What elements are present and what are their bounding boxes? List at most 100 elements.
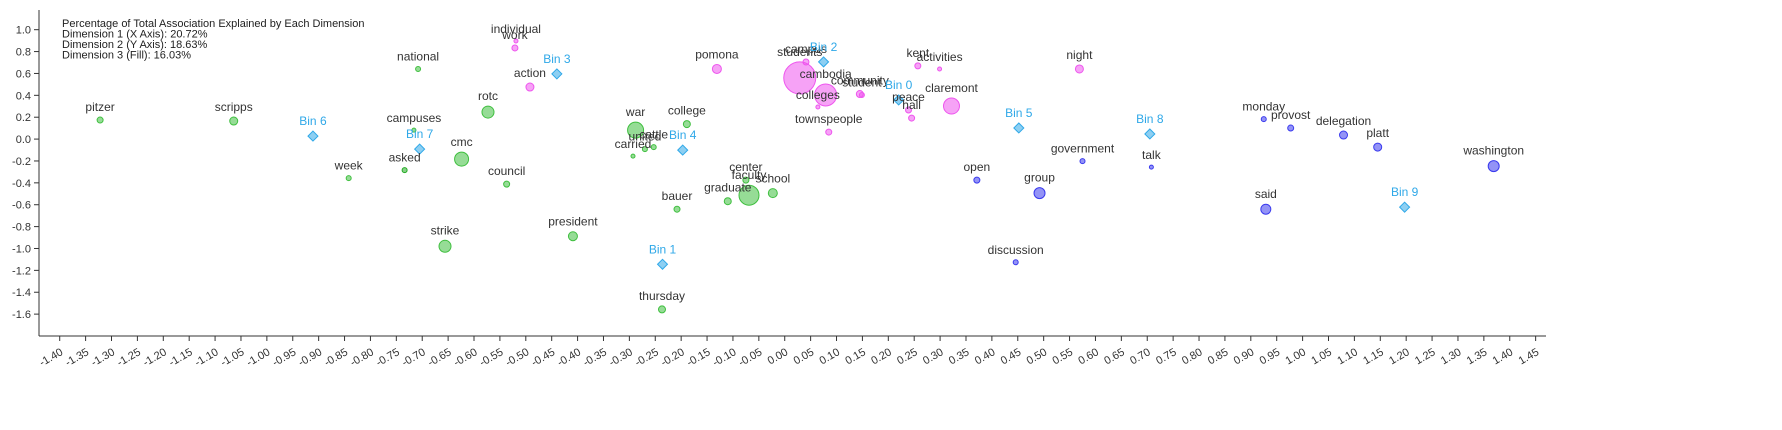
point-label: kent: [906, 46, 929, 60]
x-tick-label: -1.35: [63, 346, 91, 369]
point-label: discussion: [988, 243, 1044, 257]
bin-marker: [892, 94, 905, 106]
x-tick-label: -0.60: [452, 346, 480, 369]
point: [738, 184, 760, 206]
x-tick-label: -0.30: [607, 346, 635, 369]
x-tick-label: -1.15: [167, 346, 195, 369]
x-tick-label: -1.25: [115, 346, 143, 369]
point-label: Bin 8: [1136, 112, 1164, 126]
point-label: scripps: [215, 100, 253, 114]
point-label: asked: [389, 151, 421, 165]
bin-marker: [677, 144, 689, 156]
point-label: Bin 3: [543, 52, 571, 66]
point: [711, 63, 722, 74]
point: [783, 61, 817, 95]
x-tick-label: 1.45: [1517, 346, 1542, 367]
point: [415, 65, 422, 72]
point-label: bauer: [662, 189, 693, 203]
point-label: Bin 9: [1391, 185, 1419, 199]
point: [973, 176, 981, 184]
point-label: carried: [615, 137, 652, 151]
x-tick-label: 1.35: [1465, 346, 1490, 367]
x-tick-label: 0.15: [843, 346, 868, 367]
point-label: cmc: [451, 135, 473, 149]
x-tick-label: 1.15: [1361, 346, 1386, 367]
point-label: government: [1051, 142, 1115, 156]
y-tick-label: 0.2: [16, 112, 31, 124]
point: [1148, 164, 1154, 170]
point-label: rotc: [478, 89, 498, 103]
point-label: work: [501, 28, 528, 42]
point: [438, 239, 452, 253]
x-tick-label: 0.30: [921, 346, 946, 367]
point: [1339, 130, 1349, 140]
x-tick-label: -0.45: [529, 346, 557, 369]
x-tick-label: 0.55: [1051, 346, 1076, 367]
point: [96, 116, 104, 124]
point: [454, 151, 470, 167]
x-tick-label: 0.60: [1076, 346, 1101, 367]
point-label: delegation: [1316, 114, 1371, 128]
bin-marker: [413, 143, 426, 155]
x-tick-label: 1.40: [1491, 346, 1516, 367]
point-label: hall: [902, 98, 921, 112]
annotation: Percentage of Total Association Explaine…: [62, 18, 364, 30]
point-label: Bin 7: [406, 127, 434, 141]
point-label: individual: [491, 22, 541, 36]
annotation: Dimension 1 (X Axis): 20.72%: [62, 29, 208, 41]
point-label: students: [777, 45, 822, 59]
point-label: Bin 4: [669, 128, 697, 142]
point: [513, 38, 519, 44]
x-tick-label: -1.20: [141, 346, 169, 369]
point-label: action: [514, 66, 546, 80]
point: [229, 116, 239, 126]
point-label: center: [729, 160, 762, 174]
y-tick-label: -1.0: [12, 243, 31, 255]
x-tick-label: 1.00: [1284, 346, 1309, 367]
x-tick-label: -0.10: [711, 346, 739, 369]
point-label: colleges: [796, 88, 840, 102]
point-label: national: [397, 49, 439, 63]
x-tick-label: 0.00: [766, 346, 791, 367]
point: [657, 305, 666, 314]
bin-marker: [817, 56, 830, 68]
x-tick-label: 1.20: [1387, 346, 1412, 367]
point-label: Bin 0: [885, 78, 913, 92]
x-tick-label: -1.00: [245, 346, 273, 369]
point-label: platt: [1366, 126, 1389, 140]
x-tick-label: -0.95: [271, 346, 299, 369]
x-tick-label: 0.90: [1232, 346, 1257, 367]
y-tick-label: 0.6: [16, 68, 31, 80]
y-tick-label: -0.6: [12, 200, 31, 212]
point: [723, 197, 732, 206]
point: [525, 82, 535, 92]
x-tick-label: -0.90: [296, 346, 324, 369]
point-label: peace: [892, 90, 925, 104]
bin-marker: [656, 258, 669, 270]
x-tick-label: -0.70: [400, 346, 428, 369]
x-tick-label: 1.05: [1309, 346, 1334, 367]
point: [1260, 203, 1272, 215]
y-tick-label: 0.4: [16, 90, 31, 102]
x-tick-label: -1.40: [37, 346, 65, 369]
bin-marker: [551, 68, 563, 80]
x-tick-label: 0.65: [1102, 346, 1127, 367]
point: [503, 180, 511, 188]
point-label: community: [831, 74, 889, 88]
point-label: cattle: [639, 128, 668, 142]
x-tick-label: -1.05: [219, 346, 247, 369]
y-tick-label: 0.0: [16, 134, 31, 146]
x-tick-label: 1.25: [1413, 346, 1438, 367]
point: [1287, 124, 1295, 132]
x-tick-label: 0.05: [792, 346, 817, 367]
point: [1033, 187, 1046, 200]
point: [401, 167, 408, 174]
annotation: Dimension 3 (Fill): 16.03%: [62, 50, 191, 62]
point-label: united: [629, 130, 662, 144]
point: [650, 144, 657, 151]
x-tick-label: 0.45: [999, 346, 1024, 367]
point-label: said: [1255, 187, 1277, 201]
y-tick-label: -0.2: [12, 156, 31, 168]
x-tick-label: -1.30: [89, 346, 117, 369]
point: [630, 153, 636, 159]
